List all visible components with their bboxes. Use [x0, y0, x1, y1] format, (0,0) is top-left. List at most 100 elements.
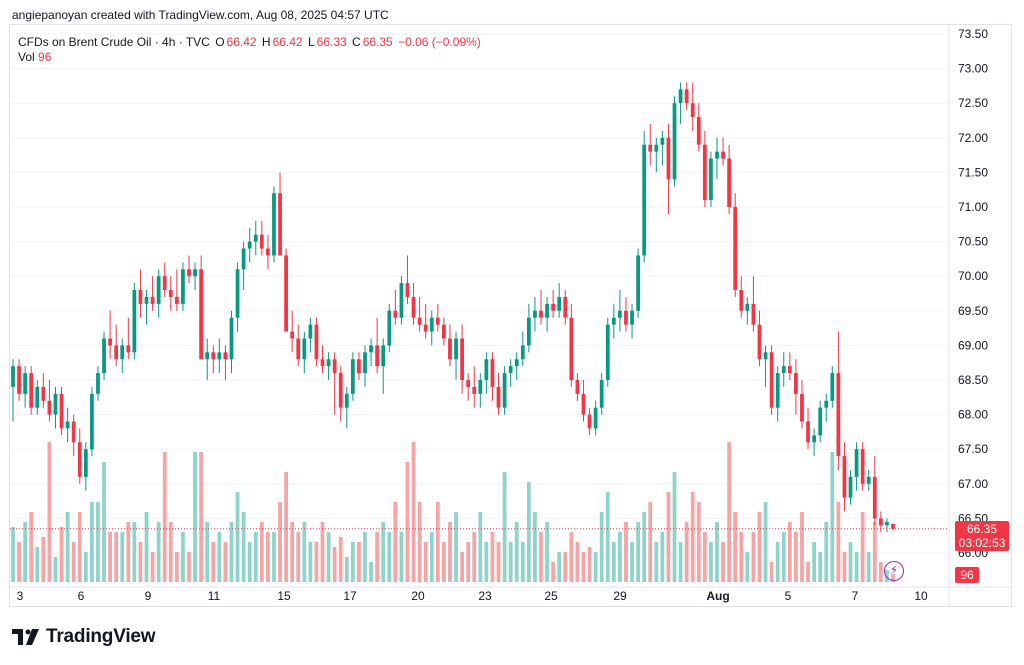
candle: [605, 317, 610, 387]
volume-bar: [684, 522, 689, 582]
candle: [332, 352, 337, 415]
candle: [150, 276, 155, 311]
lightning-icon[interactable]: ⚡: [884, 561, 904, 581]
candle: [526, 303, 531, 353]
x-tick-label: 9: [145, 589, 152, 603]
candle-body: [90, 393, 94, 450]
candle-body: [872, 476, 877, 519]
volume-bar: [696, 502, 701, 582]
y-tick-label: 68.00: [958, 408, 988, 422]
volume-bar: [666, 492, 671, 582]
volume-bar: [162, 452, 167, 582]
x-tick-label: 6: [78, 589, 85, 603]
volume-bar: [751, 532, 756, 582]
candle-body: [326, 359, 331, 367]
volume-bar: [872, 522, 877, 582]
candle: [520, 331, 525, 367]
candle-body: [830, 373, 835, 401]
candle-body: [508, 366, 513, 374]
candle: [715, 137, 719, 180]
candle-body: [29, 373, 34, 408]
volume-bar: [757, 512, 762, 582]
volume-bar: [59, 527, 64, 582]
candle: [806, 407, 810, 450]
candle-body: [77, 442, 82, 477]
volume-bar: [812, 542, 816, 582]
y-tick-label: 72.50: [958, 96, 988, 110]
volume-bar: [132, 522, 137, 582]
candle-body: [520, 345, 525, 360]
volume-bar: [806, 562, 810, 582]
volume-bar: [199, 452, 204, 582]
volume-bar: [775, 542, 780, 582]
volume-bar: [878, 562, 883, 582]
volume-bar: [71, 542, 76, 582]
volume-bar: [672, 472, 677, 582]
candle-body: [551, 303, 556, 311]
candle-body: [526, 317, 531, 346]
candle-body: [114, 345, 119, 360]
candle: [423, 303, 428, 339]
volume-bar: [484, 542, 489, 582]
volume-bar: [575, 542, 580, 582]
volume-bar: [296, 532, 301, 582]
candle: [690, 82, 695, 131]
volume-bar: [830, 452, 835, 582]
candle: [83, 442, 88, 491]
candle-body: [205, 352, 210, 360]
candle: [296, 324, 301, 367]
candle-body: [217, 352, 222, 360]
candle: [399, 276, 404, 325]
candle-body: [660, 137, 665, 145]
volume-bar: [721, 542, 725, 582]
volume-bar: [490, 532, 495, 582]
candle-body: [47, 400, 52, 415]
candle-body: [696, 117, 701, 145]
x-tick-label: 15: [277, 589, 291, 603]
candle: [199, 255, 204, 360]
volume-bar: [259, 522, 264, 582]
candle-body: [599, 380, 604, 408]
candle: [241, 241, 246, 291]
legend-low-value: 66.33: [316, 35, 347, 49]
candle-body: [702, 144, 707, 201]
legend-high-label: H: [261, 35, 271, 49]
candle: [132, 283, 137, 360]
candle-body: [108, 338, 112, 346]
candle-body: [460, 338, 464, 380]
candle: [769, 345, 774, 415]
candle: [387, 303, 392, 353]
candle: [842, 442, 847, 512]
volume-bar: [193, 452, 197, 582]
volume-bar: [587, 547, 592, 582]
volume-bar: [223, 542, 228, 582]
volume-bar: [168, 522, 173, 582]
tradingview-brand[interactable]: TradingView: [12, 626, 156, 648]
candle-body: [769, 352, 774, 408]
candle: [575, 373, 580, 401]
chart-frame: [9, 24, 1012, 607]
volume-bar: [787, 522, 792, 582]
y-tick-label: 73.50: [958, 27, 988, 41]
candle: [314, 317, 319, 367]
volume-bar: [763, 502, 768, 582]
candle: [284, 248, 288, 332]
volume-bar: [423, 542, 428, 582]
candle-body: [429, 317, 434, 332]
candle-body: [344, 393, 349, 408]
volume-bar: [126, 522, 131, 582]
candle: [23, 366, 28, 408]
volume-bar: [96, 502, 100, 582]
candle: [205, 338, 210, 380]
candle: [812, 428, 816, 457]
candle-body: [618, 310, 622, 318]
candle: [144, 290, 149, 325]
volume-bar: [399, 532, 404, 582]
candle: [684, 82, 689, 111]
volume-bar: [454, 512, 458, 582]
candle: [156, 269, 161, 318]
candle-body: [138, 290, 143, 304]
candle-body: [393, 310, 398, 318]
x-tick-label: 20: [411, 589, 425, 603]
